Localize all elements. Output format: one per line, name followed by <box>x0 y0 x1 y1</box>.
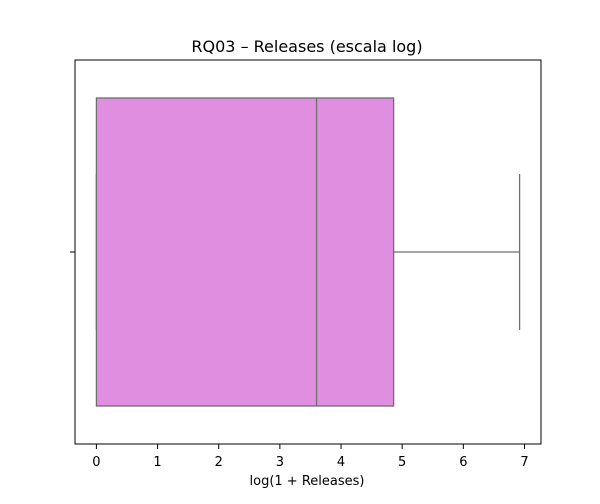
x-tick-label: 7 <box>520 455 528 470</box>
chart-title: RQ03 – Releases (escala log) <box>191 37 422 56</box>
x-tick-label: 5 <box>398 455 406 470</box>
x-tick-label: 4 <box>337 455 345 470</box>
x-tick-label: 3 <box>276 455 284 470</box>
plot-area <box>95 97 521 407</box>
x-axis-label: log(1 + Releases) <box>250 474 365 489</box>
x-tick-label: 6 <box>459 455 467 470</box>
x-tick-label: 0 <box>92 455 100 470</box>
x-tick-label: 2 <box>215 455 223 470</box>
iqr-box <box>95 97 395 407</box>
x-tick-label: 1 <box>153 455 161 470</box>
axes: 0 1 2 3 4 5 6 7 <box>70 59 542 470</box>
